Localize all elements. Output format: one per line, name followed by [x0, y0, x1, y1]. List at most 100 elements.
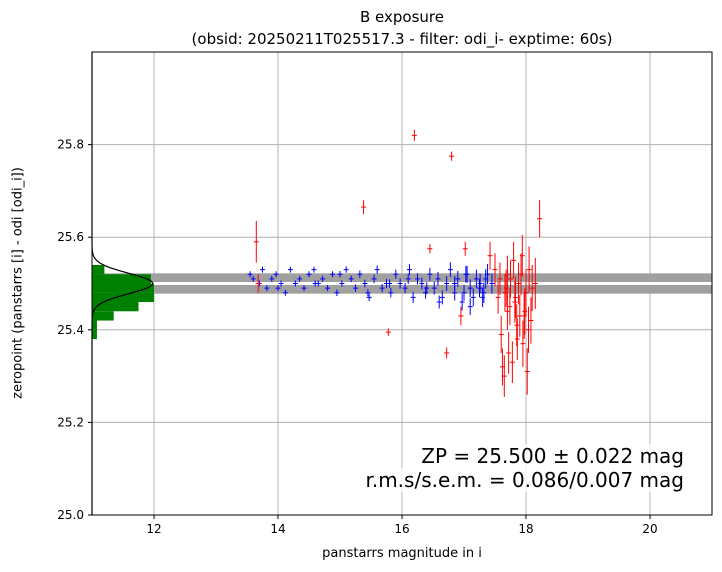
used-star-point	[366, 293, 372, 302]
rejected-star-point	[521, 292, 527, 340]
used-star-point	[348, 275, 354, 283]
x-tick-label: 16	[394, 522, 409, 536]
rejected-star-point	[526, 246, 532, 293]
histogram	[91, 52, 154, 515]
used-star-point	[301, 285, 307, 292]
used-star-point	[371, 274, 377, 284]
zeropoint-annotation: ZP = 25.500 ± 0.022 mag	[419, 444, 686, 468]
rejected-star-point	[537, 200, 543, 238]
used-star-point	[406, 264, 412, 276]
rejected-star-point	[255, 274, 261, 293]
rejected-star-point	[411, 129, 417, 141]
used-star-point	[452, 276, 458, 291]
used-star-point	[415, 273, 420, 285]
rejected-star-point	[519, 234, 525, 277]
histogram-bar	[92, 264, 105, 275]
used-star-point	[480, 287, 486, 308]
rejected-star-point	[512, 281, 518, 323]
rejected-star-point	[508, 260, 513, 298]
rejected-star-point	[512, 276, 518, 319]
used-star-point	[477, 278, 482, 298]
used-star-point	[483, 269, 489, 289]
used-star-point	[467, 298, 473, 315]
used-star-point	[278, 280, 284, 287]
rejected-star-point	[504, 255, 510, 293]
used-star-point	[260, 266, 265, 273]
rejected-star-point	[529, 264, 535, 312]
used-star-point	[435, 271, 441, 286]
x-tick-label: 12	[146, 522, 161, 536]
used-star-point	[273, 271, 279, 278]
rejected-star-point	[427, 244, 433, 254]
used-star-point	[287, 266, 293, 273]
used-star-point	[311, 266, 317, 273]
used-star-point	[325, 285, 331, 292]
used-star-point	[379, 283, 385, 293]
rejected-star-point	[501, 355, 507, 397]
used-star-point	[388, 288, 394, 298]
used-star-point	[473, 269, 479, 289]
used-star-point	[339, 280, 345, 287]
used-star-point	[282, 289, 288, 296]
rejected-star-point	[462, 241, 468, 256]
used-star-point	[334, 289, 340, 297]
y-tick-label: 25.2	[57, 415, 84, 429]
histogram-bar	[92, 302, 139, 312]
used-star-point	[455, 270, 461, 287]
used-star-point	[410, 291, 416, 303]
rejected-star-point	[458, 306, 464, 326]
rejected-star-point	[498, 315, 504, 353]
chart-title: B exposure	[360, 8, 444, 26]
y-axis-label: zeropoint (panstarrs [i] - odi [odi_i])	[10, 167, 26, 399]
used-star-point	[250, 275, 256, 282]
rejected-star-point	[517, 295, 523, 337]
rejected-star-point	[528, 297, 534, 344]
rejected-star-point	[444, 347, 450, 359]
rejected-star-point	[504, 292, 510, 330]
used-star-point	[353, 284, 358, 292]
used-star-point	[439, 290, 445, 305]
rejected-star-point	[532, 258, 538, 309]
used-star-point	[337, 270, 343, 278]
used-star-point	[477, 273, 483, 294]
used-star-point	[470, 288, 476, 307]
rejected-star-point	[487, 241, 493, 270]
rejected-star-point	[526, 306, 531, 353]
tick-labels: 12 14 16 18 20 25.0 25.2 25.4 25.6 25.8	[57, 138, 657, 536]
used-star-point	[447, 262, 453, 278]
x-tick-label: 20	[642, 522, 657, 536]
used-star-point	[436, 295, 442, 309]
rms-annotation: r.m.s/s.e.m. = 0.086/0.007 mag	[363, 468, 686, 492]
histogram-bar	[92, 311, 114, 321]
used-star-point	[467, 279, 473, 297]
used-star-point	[461, 284, 467, 301]
used-star-point	[343, 266, 349, 273]
rejected-star-point	[520, 320, 526, 367]
used-star-point	[397, 278, 403, 289]
used-star-point	[306, 271, 312, 278]
rejected-star-point	[502, 274, 508, 312]
rejected-star-point	[507, 288, 513, 326]
chart-subtitle: (obsid: 20250211T025517.3 - filter: odi_…	[191, 30, 613, 48]
used-star-point	[264, 285, 270, 292]
used-star-point	[464, 265, 470, 283]
y-tick-label: 25.4	[57, 323, 84, 337]
used-star-point	[402, 283, 408, 294]
rejected-star-point	[492, 253, 498, 286]
rejected-star-point	[516, 262, 522, 305]
used-star-point	[427, 267, 433, 281]
rejected-star-point	[524, 348, 530, 395]
y-tick-label: 25.8	[57, 138, 84, 152]
used-star-point	[357, 270, 363, 278]
histogram-bar	[92, 320, 97, 330]
used-star-point	[312, 280, 318, 287]
used-star-point	[387, 279, 393, 288]
used-star-point	[330, 271, 336, 278]
rejected-star-point	[509, 341, 515, 384]
used-star-point	[365, 289, 371, 297]
rejected-star-point	[495, 281, 501, 314]
used-star-point	[362, 279, 368, 288]
histogram-bar	[92, 292, 154, 303]
used-star-point	[275, 285, 281, 292]
